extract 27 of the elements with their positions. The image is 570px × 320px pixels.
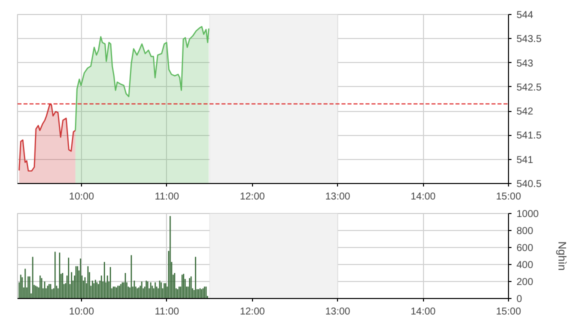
y-tick-label: 400 <box>516 260 534 271</box>
y-tick-label: 541.5 <box>516 130 542 142</box>
x-tick-label: 11:00 <box>154 192 180 202</box>
y-tick-label: 800 <box>516 226 534 237</box>
x-tick-label: 15:00 <box>496 192 522 202</box>
x-tick-label: 15:00 <box>496 306 522 318</box>
x-tick-label: 10:00 <box>69 192 94 202</box>
x-tick-label: 12:00 <box>240 192 266 202</box>
y-tick-label: 200 <box>516 277 534 288</box>
x-tick-label: 14:00 <box>410 192 436 202</box>
x-tick-label: 12:00 <box>240 306 266 318</box>
y-tick-label: 600 <box>516 243 534 254</box>
y-tick-label: 543.5 <box>516 34 542 46</box>
y-tick-label: 1000 <box>516 209 540 220</box>
y-tick-label: 540.5 <box>516 179 542 190</box>
y-axis-title: Nghìn <box>556 241 568 271</box>
x-tick-label: 11:00 <box>154 306 180 318</box>
x-tick-label: 14:00 <box>410 306 436 318</box>
y-tick-label: 542 <box>516 106 534 118</box>
y-tick-label: 542.5 <box>516 82 542 94</box>
x-tick-label: 10:00 <box>69 306 94 318</box>
y-tick-label: 0 <box>516 294 522 305</box>
y-tick-label: 543 <box>516 58 534 70</box>
y-tick-label: 544 <box>516 10 534 21</box>
x-tick-label: 13:00 <box>325 306 351 318</box>
x-tick-label: 13:00 <box>325 192 351 202</box>
y-tick-label: 541 <box>516 154 534 166</box>
